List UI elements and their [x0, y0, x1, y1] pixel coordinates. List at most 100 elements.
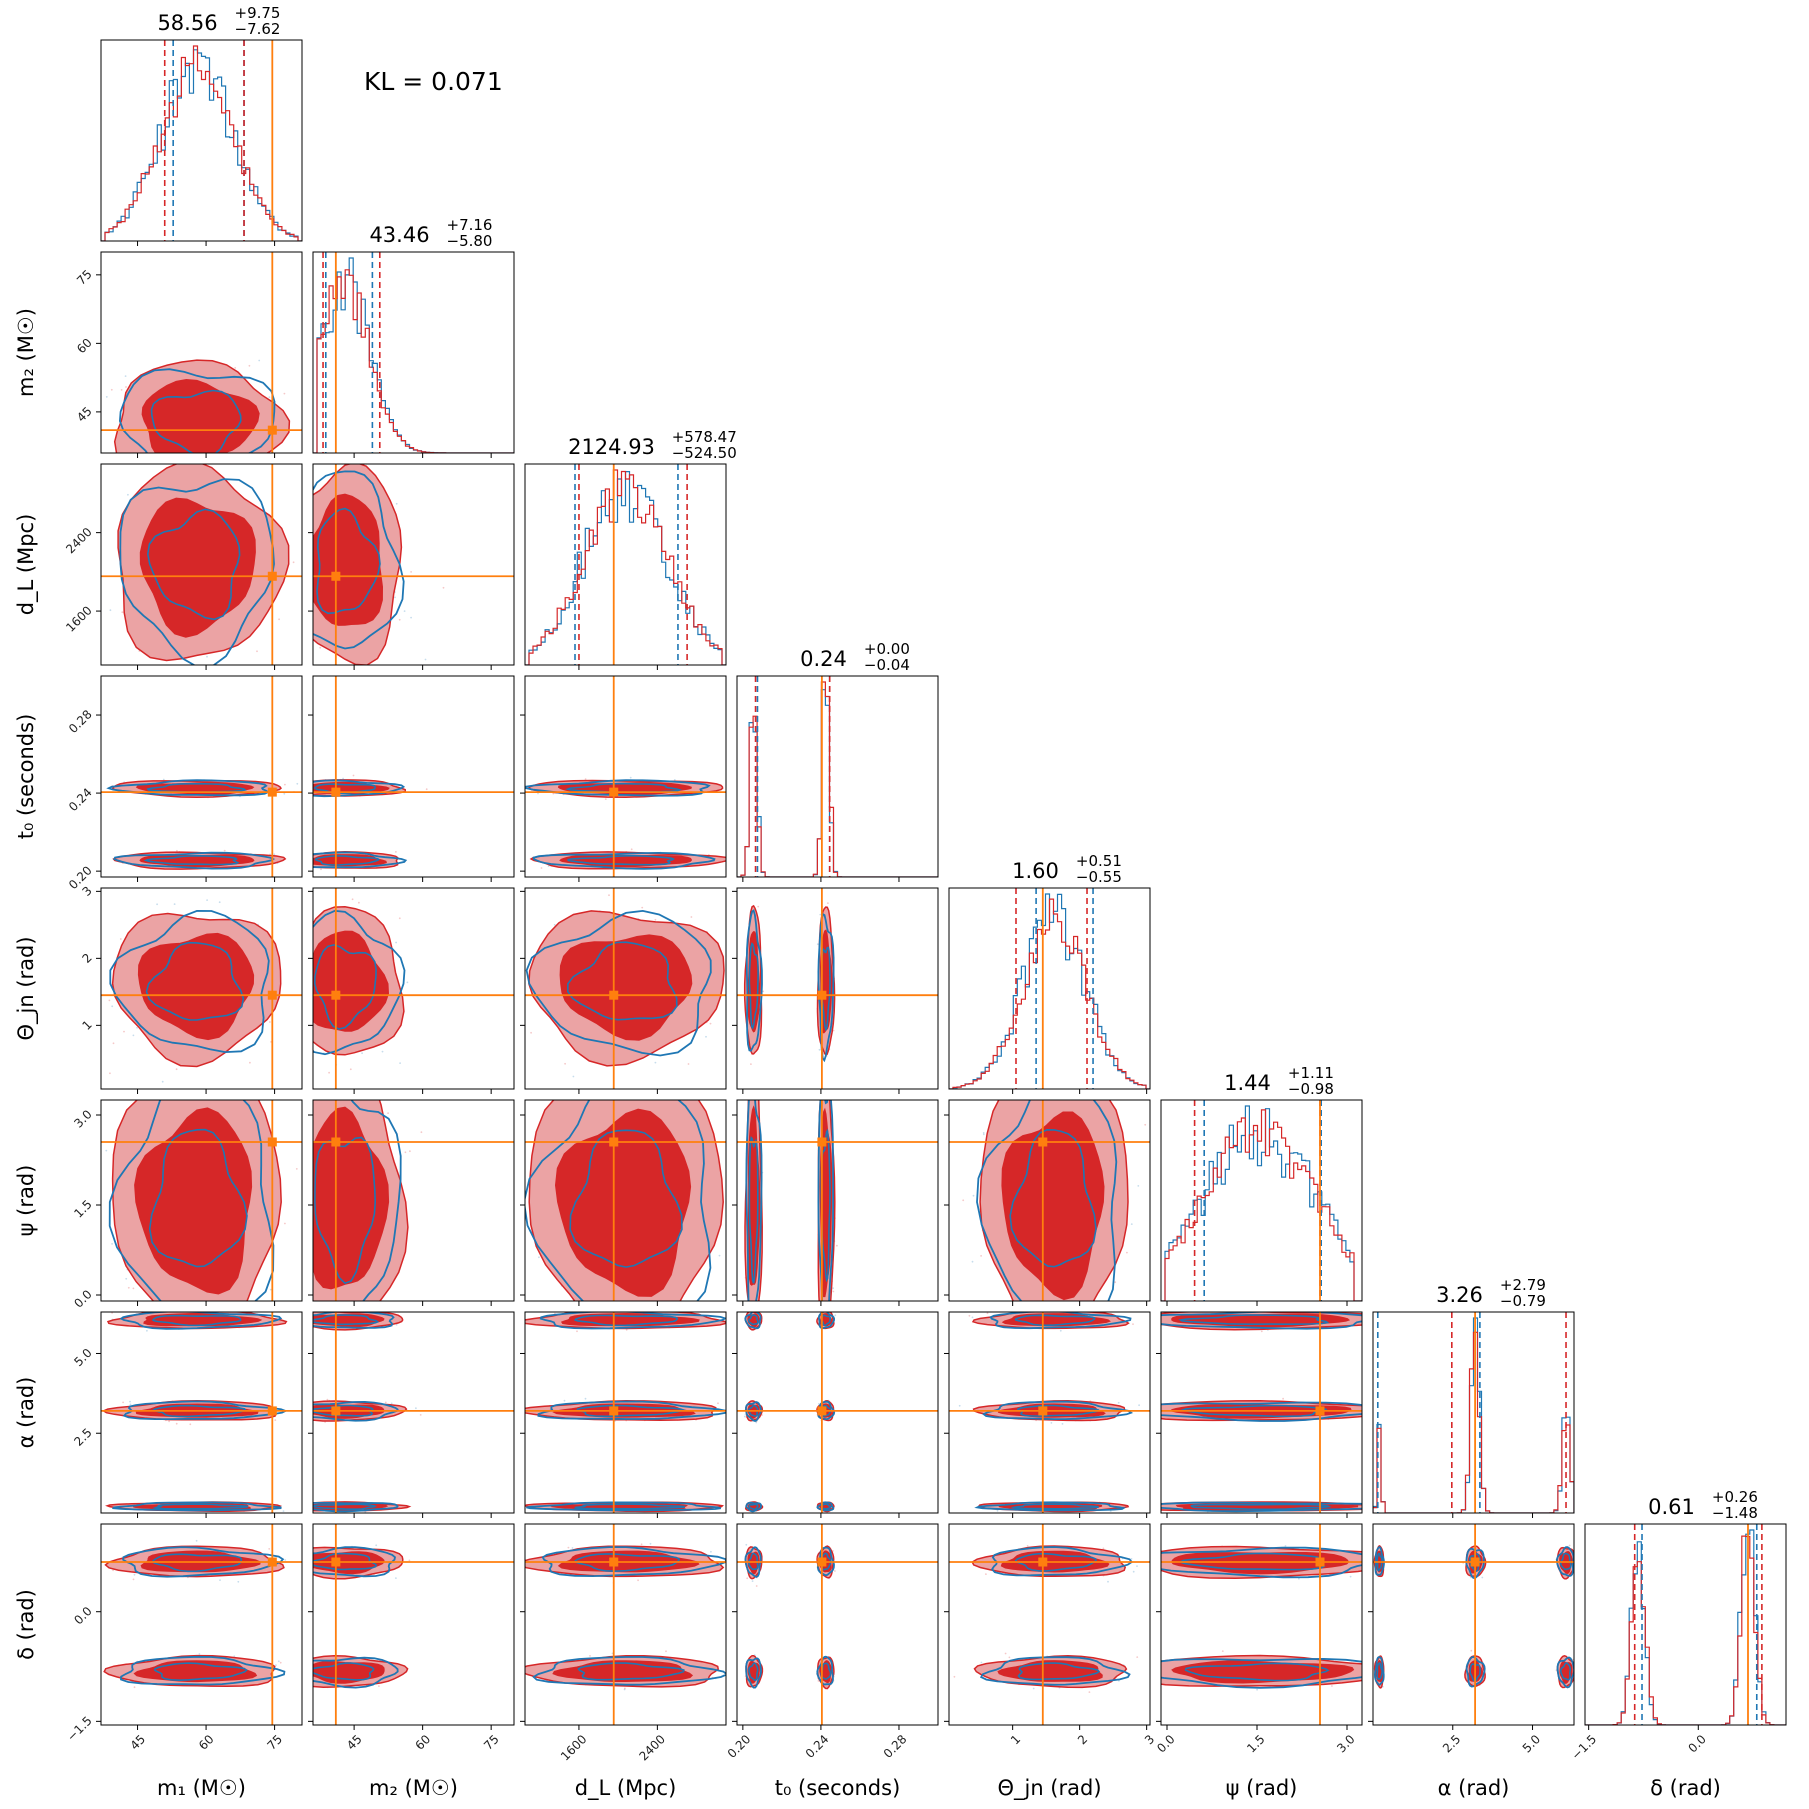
panel-frame: [1160, 1523, 1363, 1726]
contour-blue: [151, 1314, 242, 1327]
panel-m2-theta: [308, 887, 515, 1094]
title-plus: +0.51: [1076, 852, 1122, 870]
x-tick-label-psi: 1.5: [1244, 1732, 1267, 1755]
kl-annotation: KL = 0.071: [364, 67, 503, 96]
contour-blue: [745, 1501, 762, 1513]
contour-blue: [1010, 1503, 1099, 1510]
contour-blue: [1178, 1314, 1330, 1325]
x-tick-label-t0: 0.24: [803, 1732, 832, 1761]
panel-frame: [100, 463, 303, 666]
y-tick-label-delta: −1.5: [64, 1714, 95, 1745]
x-tick-label-m2: 60: [413, 1732, 434, 1753]
panel-frame: [1160, 1311, 1363, 1514]
x-tick-label-alpha: 2.5: [1440, 1732, 1463, 1755]
y-tick-label-m2: 45: [74, 404, 95, 425]
panel-delta: 0.61 +0.26−1.48 −1.5 0.0: [1569, 1488, 1787, 1763]
truth-marker: [267, 1406, 277, 1416]
contour-blue: [113, 851, 276, 870]
contour-blue: [1014, 1314, 1096, 1327]
title-median: 58.56: [157, 11, 217, 35]
contour-blue: [816, 1501, 835, 1512]
contour-blue: [525, 909, 712, 1057]
panel-dL-theta: [520, 887, 727, 1094]
x-axis-label-t0: t₀ (seconds): [775, 1776, 901, 1800]
hist-red-m2: [313, 269, 514, 453]
panel-title-psi: 1.44: [1224, 1071, 1271, 1095]
contour-blue: [1560, 1662, 1572, 1681]
truth-marker: [609, 787, 619, 797]
truth-marker: [609, 1406, 619, 1416]
panel-frame: [100, 251, 303, 454]
y-axis-label-delta: δ (rad): [14, 1589, 38, 1660]
contour-blue: [816, 1655, 834, 1686]
contour-blue: [532, 851, 716, 870]
truth-marker: [331, 787, 341, 797]
panel-frame: [100, 675, 303, 878]
truth-marker: [331, 1137, 341, 1147]
panel-dL-t0: [520, 675, 727, 882]
panel-m1-m2: 45 60 75: [74, 251, 303, 458]
contour-blue: [573, 1503, 686, 1510]
y-axis-label-alpha: α (rad): [14, 1377, 38, 1449]
x-axis-label-theta: Θ_jn (rad): [997, 1776, 1101, 1801]
y-tick-label-t0: 0.28: [66, 707, 95, 736]
panel-frame: [736, 887, 939, 1090]
x-tick-label-psi: 0.0: [1154, 1732, 1177, 1755]
panel-frame: [100, 1311, 303, 1514]
panel-frame: [100, 39, 303, 242]
panel-t0: 0.24 +0.00−0.04: [736, 640, 939, 882]
y-tick-label-psi: 0.0: [71, 1287, 94, 1310]
contour-blue: [817, 912, 835, 1063]
panel-frame: [948, 1523, 1151, 1726]
x-tick-label-m1: 75: [264, 1732, 285, 1753]
truth-marker: [817, 990, 827, 1000]
contour-blue: [120, 1655, 286, 1686]
y-tick-label-dL: 1600: [63, 603, 94, 634]
panel-frame: [312, 1099, 515, 1302]
contour-blue: [119, 478, 275, 665]
contour-blue: [817, 1100, 834, 1301]
contour-blue: [539, 1312, 726, 1330]
x-axis-label-dL: d_L (Mpc): [575, 1776, 677, 1801]
x-tick-label-delta: −1.5: [1569, 1732, 1600, 1763]
contour-blue: [566, 941, 678, 1021]
title-plus: +2.79: [1500, 1276, 1546, 1294]
contour-blue: [1161, 1546, 1362, 1579]
contour-blue: [314, 1136, 377, 1285]
panel-frame: [312, 1311, 515, 1514]
y-axis-label-theta: Θ_jn (rad): [14, 936, 39, 1040]
x-axis-label-delta: δ (rad): [1650, 1776, 1721, 1800]
contour-blue: [154, 1662, 248, 1682]
y-tick-label-alpha: 5.0: [71, 1346, 94, 1369]
contour-blue: [1161, 1501, 1362, 1513]
panel-alpha-delta: 2.5 5.0: [1368, 1523, 1575, 1755]
y-tick-label-m2: 75: [74, 267, 95, 288]
hist-blue-m2: [313, 257, 514, 453]
x-tick-label-m1: 45: [127, 1732, 148, 1753]
y-tick-label-psi: 1.5: [71, 1197, 94, 1220]
contour-blue: [979, 1656, 1131, 1686]
truth-marker: [817, 1137, 827, 1147]
contour-blue: [150, 389, 242, 453]
panel-title-theta: 1.60: [1012, 859, 1059, 883]
contour-blue: [1009, 1128, 1097, 1268]
hist-red-alpha: [1373, 1331, 1574, 1513]
title-minus: −524.50: [672, 444, 737, 462]
title-plus: +7.16: [447, 216, 493, 234]
hist-red-m1: [101, 45, 302, 241]
panel-frame: [736, 1311, 939, 1514]
x-axis-label-m2: m₂ (M☉): [369, 1776, 458, 1800]
truth-marker: [331, 1557, 341, 1567]
title-plus: +0.26: [1712, 1488, 1758, 1506]
panel-frame: [312, 463, 515, 666]
contour-blue: [989, 1312, 1132, 1330]
contour-blue: [817, 1312, 835, 1330]
contour-blue: [1161, 1657, 1362, 1689]
panel-frame: [948, 887, 1151, 1090]
y-tick-label-m2: 60: [74, 336, 95, 357]
panel-frame: [524, 463, 727, 666]
truth-marker: [1038, 1557, 1048, 1567]
truth-marker: [267, 990, 277, 1000]
contour-blue: [145, 941, 245, 1021]
